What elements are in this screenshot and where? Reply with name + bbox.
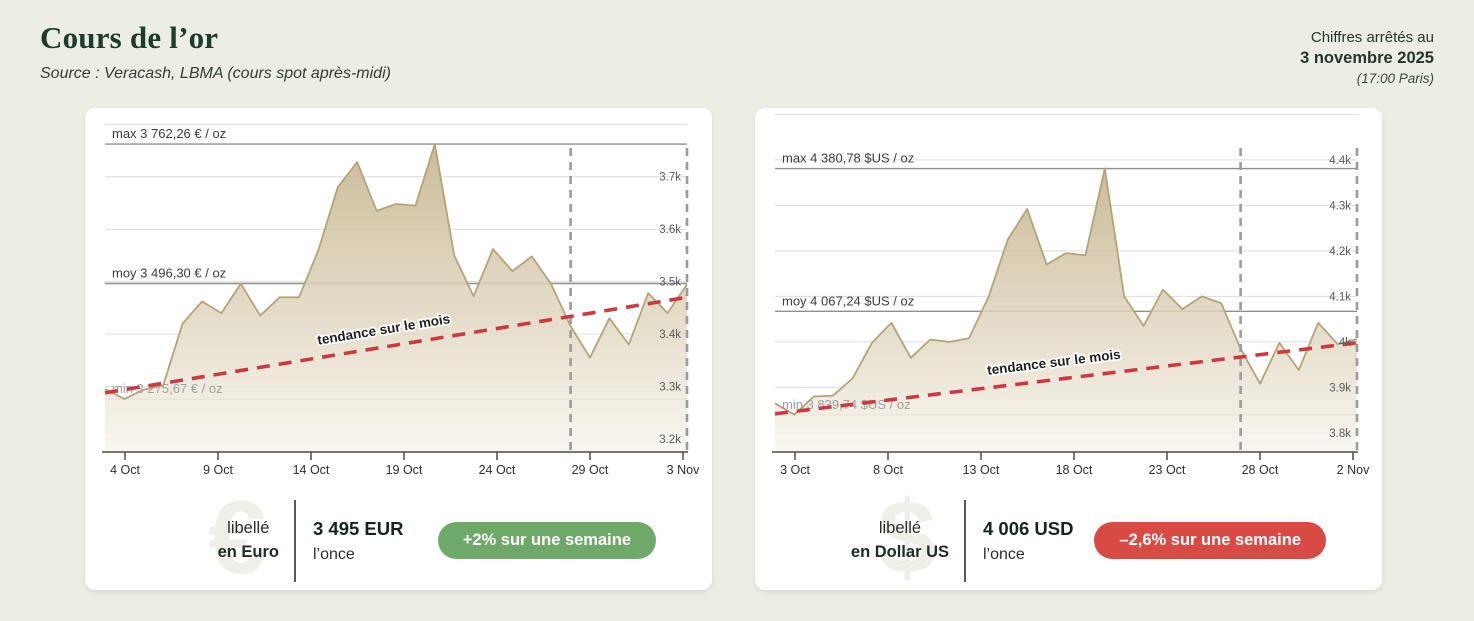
- libelle-word: libellé: [227, 518, 270, 537]
- price-line: [104, 143, 688, 401]
- currency-name: en Euro: [217, 542, 279, 561]
- usd-card-footer: $ libellé en Dollar US 4 006 USD l’once …: [755, 486, 1382, 590]
- eur-price-chart: max 3 762,26 € / oz moy 3 496,30 € / oz mi…: [85, 108, 712, 493]
- svg-text:3 Nov: 3 Nov: [667, 463, 700, 477]
- asof-date: 3 novembre 2025: [1300, 48, 1434, 67]
- price-value: 3 495 EUR: [313, 518, 404, 539]
- max-label: max 4 380,78 $US / oz: [782, 151, 914, 166]
- eur-weekly-change-badge: +2% sur une semaine: [437, 522, 656, 560]
- week-range-markers: [569, 148, 689, 453]
- svg-text:3.2k: 3.2k: [659, 434, 681, 446]
- libelle-word: libellé: [878, 518, 922, 537]
- svg-text:3.8k: 3.8k: [1329, 428, 1351, 440]
- eur-currency-label-block: € libellé en Euro: [85, 486, 294, 590]
- usd-currency-label-block: $ libellé en Dollar US: [755, 486, 964, 590]
- euro-watermark-icon: €: [208, 479, 266, 596]
- svg-text:4k: 4k: [1339, 337, 1351, 349]
- stat-labels: max 3 762,26 € / oz moy 3 496,30 € / oz mi…: [112, 126, 226, 396]
- usd-price-chart: max 4 380,78 $US / oz moy 4 067,24 $US / …: [755, 108, 1382, 493]
- svg-text:23 Oct: 23 Oct: [1149, 463, 1186, 477]
- svg-text:4.4k: 4.4k: [1329, 155, 1351, 167]
- max-label: max 3 762,26 € / oz: [112, 126, 226, 141]
- asof-time: (17:00 Paris): [1356, 70, 1434, 86]
- usd-chart-svg: max 4 380,78 $US / oz moy 4 067,24 $US / …: [772, 114, 1370, 477]
- price-unit: l’once: [313, 545, 355, 563]
- moy-label: moy 4 067,24 $US / oz: [782, 294, 914, 309]
- svg-text:3.4k: 3.4k: [659, 329, 681, 341]
- price-area-series: [105, 144, 687, 453]
- svg-text:28 Oct: 28 Oct: [1242, 463, 1279, 477]
- header-left: Cours de l’or Source : Veracash, LBMA (c…: [40, 20, 391, 83]
- price-value: 4 006 USD: [983, 518, 1074, 539]
- chart-card-eur: max 3 762,26 € / oz moy 3 496,30 € / oz mi…: [85, 108, 712, 591]
- trend-line: [104, 295, 688, 395]
- price-area-series: [775, 168, 1357, 453]
- svg-text:3 Oct: 3 Oct: [780, 463, 810, 477]
- x-axis: [102, 451, 688, 461]
- svg-text:9 Oct: 9 Oct: [203, 463, 233, 477]
- usd-price-block: 4 006 USD l’once: [983, 515, 1074, 567]
- footer-divider: [964, 499, 966, 582]
- svg-text:3.6k: 3.6k: [659, 225, 681, 237]
- x-axis-labels: 3 Oct 8 Oct 13 Oct 18 Oct 23 Oct 28 Oct 2 Nov: [780, 463, 1370, 477]
- moy-label: moy 3 496,30 € / oz: [112, 266, 226, 281]
- footer-divider: [294, 499, 296, 582]
- svg-text:24 Oct: 24 Oct: [479, 463, 516, 477]
- eur-currency-label: libellé en Euro: [218, 517, 279, 565]
- price-line: [774, 167, 1358, 416]
- chart-cards: max 3 762,26 € / oz moy 3 496,30 € / oz mi…: [0, 87, 1474, 591]
- svg-text:3.7k: 3.7k: [659, 172, 681, 184]
- eur-card-footer: € libellé en Euro 3 495 EUR l’once +2% s…: [85, 486, 712, 590]
- currency-name: en Dollar US: [850, 542, 949, 561]
- svg-text:3.5k: 3.5k: [659, 277, 681, 289]
- week-range-markers: [1239, 148, 1359, 453]
- svg-text:14 Oct: 14 Oct: [293, 463, 330, 477]
- svg-text:4.1k: 4.1k: [1329, 292, 1351, 304]
- svg-text:3.3k: 3.3k: [659, 382, 681, 394]
- svg-text:8 Oct: 8 Oct: [873, 463, 903, 477]
- asof-label: Chiffres arrêtés au: [1310, 29, 1434, 46]
- page-header: Cours de l’or Source : Veracash, LBMA (c…: [0, 0, 1474, 87]
- x-axis: [772, 451, 1358, 461]
- svg-text:2 Nov: 2 Nov: [1337, 463, 1370, 477]
- x-axis-labels: 4 Oct 9 Oct 14 Oct 19 Oct 24 Oct 29 Oct 3 Nov: [110, 463, 700, 477]
- y-axis-labels: 3.2k 3.3k 3.4k 3.5k 3.6k 3.7k: [659, 172, 681, 446]
- svg-text:13 Oct: 13 Oct: [963, 463, 1000, 477]
- svg-text:29 Oct: 29 Oct: [572, 463, 609, 477]
- trend-line: [774, 341, 1358, 416]
- asof-block: Chiffres arrêtés au 3 novembre 2025 (17:…: [1300, 20, 1434, 87]
- chart-card-usd: max 4 380,78 $US / oz moy 4 067,24 $US / …: [755, 108, 1382, 591]
- svg-text:4.3k: 4.3k: [1329, 201, 1351, 213]
- svg-text:3.9k: 3.9k: [1329, 383, 1351, 395]
- svg-text:4 Oct: 4 Oct: [110, 463, 140, 477]
- page-title: Cours de l’or: [40, 20, 219, 55]
- svg-text:18 Oct: 18 Oct: [1056, 463, 1093, 477]
- svg-text:4.2k: 4.2k: [1329, 246, 1351, 258]
- svg-text:19 Oct: 19 Oct: [386, 463, 423, 477]
- price-unit: l’once: [983, 545, 1025, 563]
- min-label: min 3 275,67 € / oz: [112, 382, 223, 397]
- dollar-watermark-icon: $: [878, 479, 936, 596]
- eur-chart-svg: max 3 762,26 € / oz moy 3 496,30 € / oz mi…: [102, 124, 700, 477]
- source-note: Source : Veracash, LBMA (cours spot aprè…: [40, 65, 391, 82]
- eur-price-block: 3 495 EUR l’once: [313, 515, 404, 567]
- usd-weekly-change-badge: –2,6% sur une semaine: [1094, 522, 1326, 560]
- y-axis-labels: 3.8k 3.9k 4k 4.1k 4.2k 4.3k 4.4k: [1329, 155, 1351, 440]
- usd-currency-label: libellé en Dollar US: [851, 517, 949, 565]
